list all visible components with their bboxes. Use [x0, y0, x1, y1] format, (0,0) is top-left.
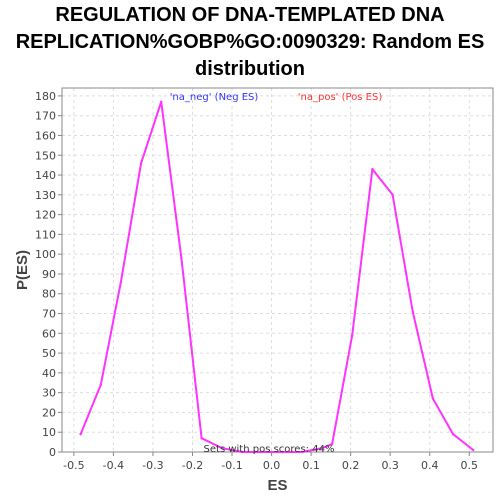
y-tick-label: 10 [42, 426, 56, 439]
data-point [391, 193, 394, 197]
y-tick-label: 30 [42, 387, 56, 400]
series-lines [79, 100, 475, 454]
chart-title-line-1: REGULATION OF DNA-TEMPLATED DNA [55, 4, 445, 26]
chart-title-line-3: distribution [195, 58, 305, 80]
chart-title: REGULATION OF DNA-TEMPLATED DNA REPLICAT… [0, 2, 500, 83]
y-tick-label: 180 [35, 90, 56, 103]
series-line [79, 100, 474, 453]
data-point [330, 442, 334, 446]
data-point [79, 432, 82, 436]
x-tick-label: 0.1 [302, 459, 320, 472]
x-tick-label: -0.1 [221, 459, 242, 472]
annotation-pos-scores: Sets with pos scores: 44% [204, 444, 335, 455]
data-point [240, 450, 244, 454]
data-point [119, 280, 123, 284]
y-tick-label: 40 [42, 367, 56, 380]
x-tick-label: 0.5 [461, 459, 479, 472]
x-tick-label: -0.5 [63, 459, 84, 472]
y-tick-label: 0 [49, 446, 56, 459]
data-point [411, 310, 414, 313]
data-point [200, 436, 203, 440]
y-tick-label: 120 [35, 209, 56, 222]
y-tick-label: 150 [35, 149, 56, 162]
y-tick-label: 60 [42, 327, 56, 340]
legend-entry-neg: 'na_neg' (Neg ES) [170, 92, 259, 103]
y-axis: 0 10 20 30 40 50 60 70 80 90 100 110 120 130 140 150 160… [35, 90, 62, 459]
x-tick-label: 0.0 [263, 459, 281, 472]
data-point [139, 161, 143, 165]
data-point [260, 450, 264, 454]
data-point [451, 432, 455, 436]
data-point [431, 397, 435, 400]
data-point [321, 446, 324, 450]
data-point [472, 448, 475, 452]
x-tick-label: -0.4 [103, 459, 124, 472]
x-axis-label: ES [267, 477, 287, 494]
plot-area [61, 87, 494, 453]
y-tick-label: 110 [35, 228, 56, 241]
y-tick-label: 70 [42, 308, 56, 321]
y-tick-label: 170 [35, 110, 56, 123]
x-tick-label: -0.3 [142, 459, 163, 472]
grid-lines [62, 88, 493, 453]
data-point [220, 446, 223, 450]
data-point [351, 334, 354, 337]
y-axis-label: P(ES) [14, 250, 31, 290]
data-point [99, 383, 102, 386]
y-tick-label: 20 [42, 406, 56, 419]
y-tick-label: 100 [35, 248, 56, 261]
y-tick-label: 50 [42, 347, 56, 360]
data-point [180, 256, 183, 260]
data-point [281, 450, 284, 454]
legend-entry-pos: 'na_pos' (Pos ES) [298, 92, 383, 103]
y-tick-label: 160 [35, 129, 56, 142]
chart-title-line-2: REPLICATION%GOBP%GO:0090329: Random ES [15, 31, 485, 53]
data-point [301, 450, 304, 454]
x-tick-label: 0.3 [381, 459, 399, 472]
y-tick-label: 140 [35, 169, 56, 182]
x-tick-label: 0.2 [342, 459, 360, 472]
y-tick-label: 130 [35, 189, 56, 202]
x-tick-label: -0.2 [182, 459, 203, 472]
y-tick-label: 80 [42, 288, 56, 301]
x-axis: -0.5 -0.4 -0.3 -0.2 -0.1 0.0 0.1 0.2 0.3 0.4 0.5 [63, 452, 478, 472]
x-tick-label: 0.4 [421, 459, 439, 472]
y-tick-label: 90 [42, 268, 56, 281]
data-point [160, 100, 163, 104]
data-point [371, 167, 374, 171]
